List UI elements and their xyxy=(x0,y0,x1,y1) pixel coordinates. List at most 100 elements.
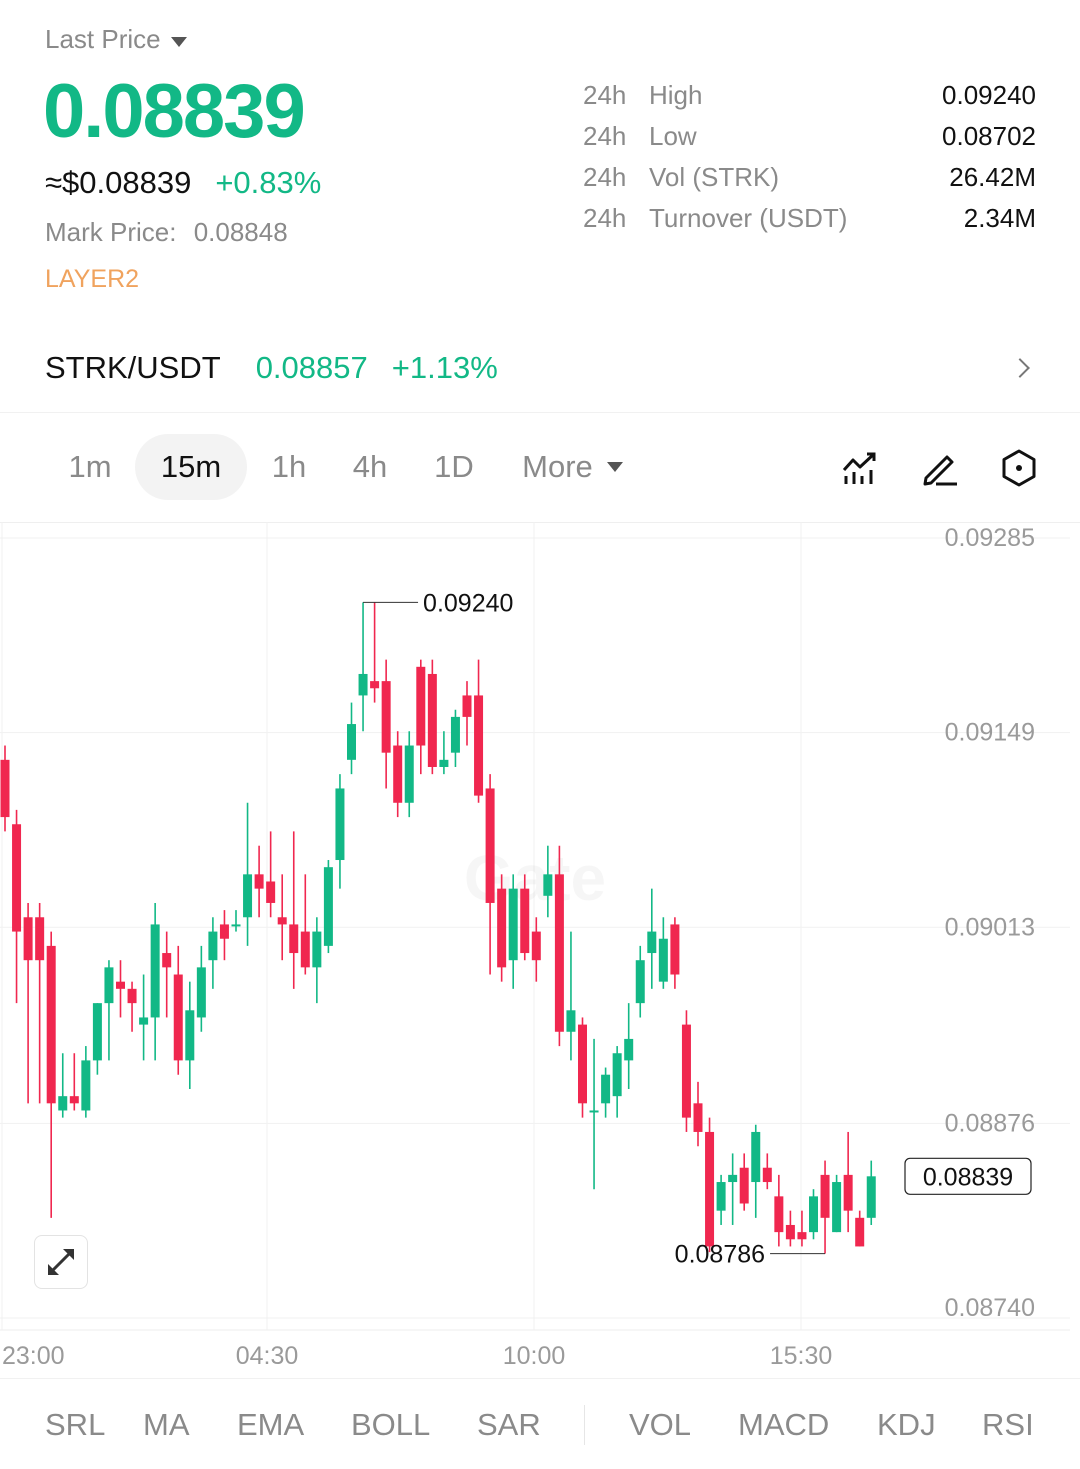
candle-body xyxy=(866,1176,876,1218)
candle-body xyxy=(508,888,518,961)
candle-body xyxy=(658,938,668,982)
usd-equivalent-row: ≈$0.08839 +0.83% xyxy=(45,165,321,201)
candle-body xyxy=(601,1074,611,1104)
candle-body xyxy=(23,917,33,961)
candle-body xyxy=(416,666,426,746)
candle-body xyxy=(624,1038,634,1061)
candle-body xyxy=(681,1024,691,1118)
candle-body xyxy=(797,1232,807,1240)
candle-body xyxy=(474,695,484,796)
candle-body xyxy=(462,695,472,717)
last-price-label: Last Price xyxy=(45,24,161,54)
more-timeframes-dropdown[interactable]: More xyxy=(505,434,640,500)
candle-body xyxy=(635,960,645,1004)
candle-body xyxy=(543,874,553,896)
divider xyxy=(0,522,1080,523)
indicator-bar: SRL MA EMA BOLL SAR VOL MACD KDJ RSI xyxy=(0,1378,1080,1467)
candle-body xyxy=(774,1196,784,1233)
candle-body xyxy=(785,1224,795,1240)
y-tick-label: 0.09149 xyxy=(945,719,1035,747)
expand-chart-button[interactable] xyxy=(34,1235,88,1289)
mark-price-value: 0.08848 xyxy=(193,217,288,247)
indicator-macd[interactable]: MACD xyxy=(738,1407,830,1442)
candles xyxy=(0,602,876,1254)
divider xyxy=(0,412,1080,413)
candle-body xyxy=(277,917,287,925)
stat-name: Turnover (USDT) xyxy=(649,203,848,233)
candle-body xyxy=(485,788,495,903)
indicator-chart-icon[interactable] xyxy=(840,448,880,488)
stat-name: Low xyxy=(649,121,697,151)
candle-body xyxy=(716,1182,726,1211)
candle-body xyxy=(381,681,391,753)
candle-body xyxy=(520,888,530,954)
candle-body xyxy=(578,1024,587,1104)
tab-1m[interactable]: 1m xyxy=(68,449,112,484)
current-price-label: 0.08839 xyxy=(923,1163,1013,1191)
spot-pair-row[interactable]: STRK/USDT 0.08857 +1.13% xyxy=(45,350,1035,386)
mark-price-label: Mark Price: xyxy=(45,217,177,247)
candle-body xyxy=(0,759,10,818)
candle-body xyxy=(266,881,276,903)
more-label: More xyxy=(522,449,593,484)
candle-body xyxy=(647,931,657,954)
candlestick-chart[interactable]: Gate 0.09285 0.09149 0.09013 0.08876 0.08740… xyxy=(0,522,1080,1378)
stat-row-turnover: 24h Turnover (USDT) 2.34M xyxy=(583,203,1036,234)
candle-body xyxy=(243,874,253,918)
current-price-tag xyxy=(904,1157,1032,1195)
candle-body xyxy=(104,967,114,1004)
indicator-ma[interactable]: MA xyxy=(143,1407,190,1442)
candle-body xyxy=(439,759,449,767)
candle-body xyxy=(173,974,183,1061)
category-tag[interactable]: LAYER2 xyxy=(45,265,140,293)
tab-4h[interactable]: 4h xyxy=(352,449,388,484)
caret-down-icon xyxy=(170,36,187,47)
indicator-vol[interactable]: VOL xyxy=(629,1407,692,1442)
indicator-kdj[interactable]: KDJ xyxy=(877,1407,936,1442)
candle-body xyxy=(832,1182,842,1233)
candle-body xyxy=(728,1174,738,1183)
indicator-boll[interactable]: BOLL xyxy=(351,1407,431,1442)
candle-body xyxy=(231,924,241,927)
y-tick-label: 0.09285 xyxy=(945,524,1035,552)
stat-value: 0.09240 xyxy=(942,80,1036,110)
candle-body xyxy=(335,788,345,861)
indicator-divider xyxy=(584,1405,585,1445)
candle-body xyxy=(751,1131,761,1183)
candle-body xyxy=(46,945,56,1104)
stat-name: Vol (STRK) xyxy=(649,162,780,192)
candle-body xyxy=(162,953,172,968)
candle-body xyxy=(404,745,414,803)
indicator-ema[interactable]: EMA xyxy=(237,1407,305,1442)
stat-period: 24h xyxy=(583,121,627,151)
tab-1h[interactable]: 1h xyxy=(271,449,307,484)
high-price-label: 0.09240 xyxy=(423,589,513,617)
settings-hexagon-icon[interactable] xyxy=(999,448,1039,488)
stat-value: 0.08702 xyxy=(942,121,1036,151)
last-price-selector[interactable]: Last Price xyxy=(45,24,187,55)
stat-period: 24h xyxy=(583,162,627,192)
candle-body xyxy=(762,1167,772,1183)
indicator-rsi[interactable]: RSI xyxy=(982,1407,1034,1442)
indicator-srl[interactable]: SRL xyxy=(45,1407,106,1442)
indicator-sar[interactable]: SAR xyxy=(477,1407,541,1442)
tab-1d[interactable]: 1D xyxy=(434,449,474,484)
stat-value: 26.42M xyxy=(949,162,1036,192)
usd-equivalent: ≈$0.08839 xyxy=(45,165,192,200)
x-tick-label: 15:30 xyxy=(770,1342,833,1370)
tab-15m[interactable]: 15m xyxy=(135,434,247,500)
candle-body xyxy=(531,931,541,961)
candle-body xyxy=(139,1017,149,1025)
candle-body xyxy=(219,924,229,939)
candle-body xyxy=(347,724,356,760)
caret-down-icon xyxy=(606,462,623,472)
candle-body xyxy=(370,681,380,689)
pencil-draw-icon[interactable] xyxy=(920,448,960,488)
candle-body xyxy=(300,931,310,968)
x-tick-label: 23:00 xyxy=(2,1342,65,1370)
candle-body xyxy=(81,1060,91,1111)
spot-pair-price: 0.08857 xyxy=(255,350,368,385)
candle-body xyxy=(289,924,299,954)
low-price-label: 0.08786 xyxy=(675,1241,765,1269)
spot-pair-name: STRK/USDT xyxy=(45,350,221,385)
